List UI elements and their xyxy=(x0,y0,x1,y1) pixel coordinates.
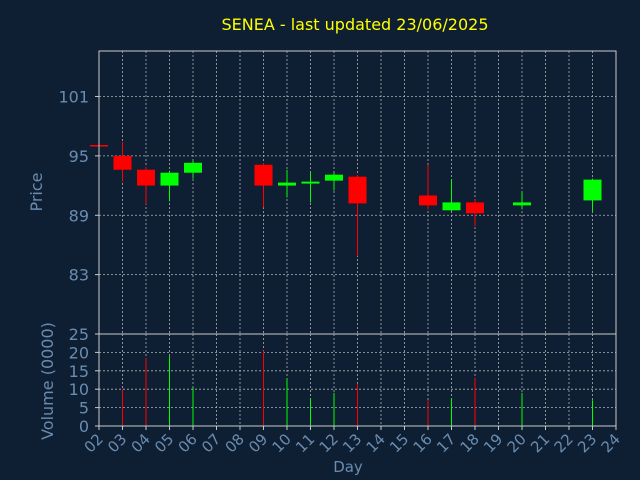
day-tick-label: 09 xyxy=(245,430,271,456)
day-tick-label: 22 xyxy=(551,430,577,456)
candle-body xyxy=(160,172,179,186)
day-axis-ticks: 0203040506070809101112131415161718192021… xyxy=(81,426,624,456)
candle-body xyxy=(137,169,155,186)
day-tick-label: 21 xyxy=(527,430,553,456)
candle-body xyxy=(466,202,484,214)
price-axis-ticks: 83 89 95 101 xyxy=(58,88,99,285)
day-tick-label: 06 xyxy=(175,430,201,456)
price-tick-label: 95 xyxy=(69,147,89,166)
day-tick-label: 10 xyxy=(269,430,295,456)
volume-bars xyxy=(122,350,593,426)
day-tick-label: 03 xyxy=(104,430,130,456)
day-tick-label: 17 xyxy=(433,430,459,456)
day-tick-label: 05 xyxy=(151,430,177,456)
volume-tick-label: 10 xyxy=(69,380,89,399)
day-tick-label: 15 xyxy=(386,430,412,456)
price-tick-label: 89 xyxy=(69,206,89,225)
candle-body xyxy=(442,202,461,211)
candle-body xyxy=(184,162,202,173)
candle-body xyxy=(254,164,273,186)
day-axis-label: Day xyxy=(333,458,363,476)
volume-tick-label: 5 xyxy=(79,399,89,418)
volume-tick-label: 15 xyxy=(69,362,89,381)
day-tick-label: 18 xyxy=(457,430,483,456)
price-axis-label: Price xyxy=(27,172,46,211)
day-tick-label: 14 xyxy=(363,430,389,456)
day-tick-label: 08 xyxy=(222,430,248,456)
candle-body xyxy=(113,155,132,170)
volume-tick-label: 0 xyxy=(79,417,89,436)
candle-body xyxy=(301,181,320,184)
candle-body xyxy=(513,202,531,206)
day-tick-label: 19 xyxy=(480,430,506,456)
day-tick-label: 16 xyxy=(410,430,436,456)
chart-title: SENEA - last updated 23/06/2025 xyxy=(221,15,488,34)
day-tick-label: 12 xyxy=(316,430,342,456)
volume-tick-label: 20 xyxy=(69,343,89,362)
day-tick-label: 11 xyxy=(292,430,318,456)
volume-axis-label: Volume (0000) xyxy=(38,322,57,440)
day-tick-label: 13 xyxy=(339,430,365,456)
day-tick-label: 24 xyxy=(598,430,624,456)
day-tick-label: 07 xyxy=(198,430,224,456)
day-tick-label: 20 xyxy=(504,430,530,456)
candle-body xyxy=(583,179,602,201)
price-tick-label: 101 xyxy=(58,88,89,107)
day-tick-label: 23 xyxy=(574,430,600,456)
price-candles xyxy=(90,142,602,256)
candle-body xyxy=(348,176,367,204)
price-tick-label: 83 xyxy=(69,266,89,285)
candle-body xyxy=(419,195,437,206)
candle-body xyxy=(278,182,296,186)
day-tick-label: 04 xyxy=(128,430,154,456)
volume-tick-label: 25 xyxy=(69,325,89,344)
candle-body xyxy=(325,174,343,181)
